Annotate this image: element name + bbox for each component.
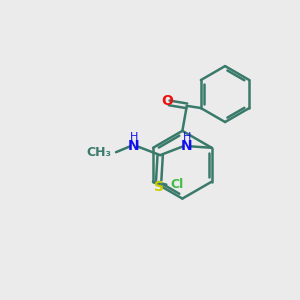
Text: N: N [128,139,140,153]
Text: S: S [154,180,164,194]
Text: O: O [162,94,174,108]
Text: H: H [130,132,138,142]
Text: Cl: Cl [171,178,184,191]
Text: H: H [182,132,191,142]
Text: CH₃: CH₃ [87,146,112,159]
Text: N: N [181,139,193,153]
